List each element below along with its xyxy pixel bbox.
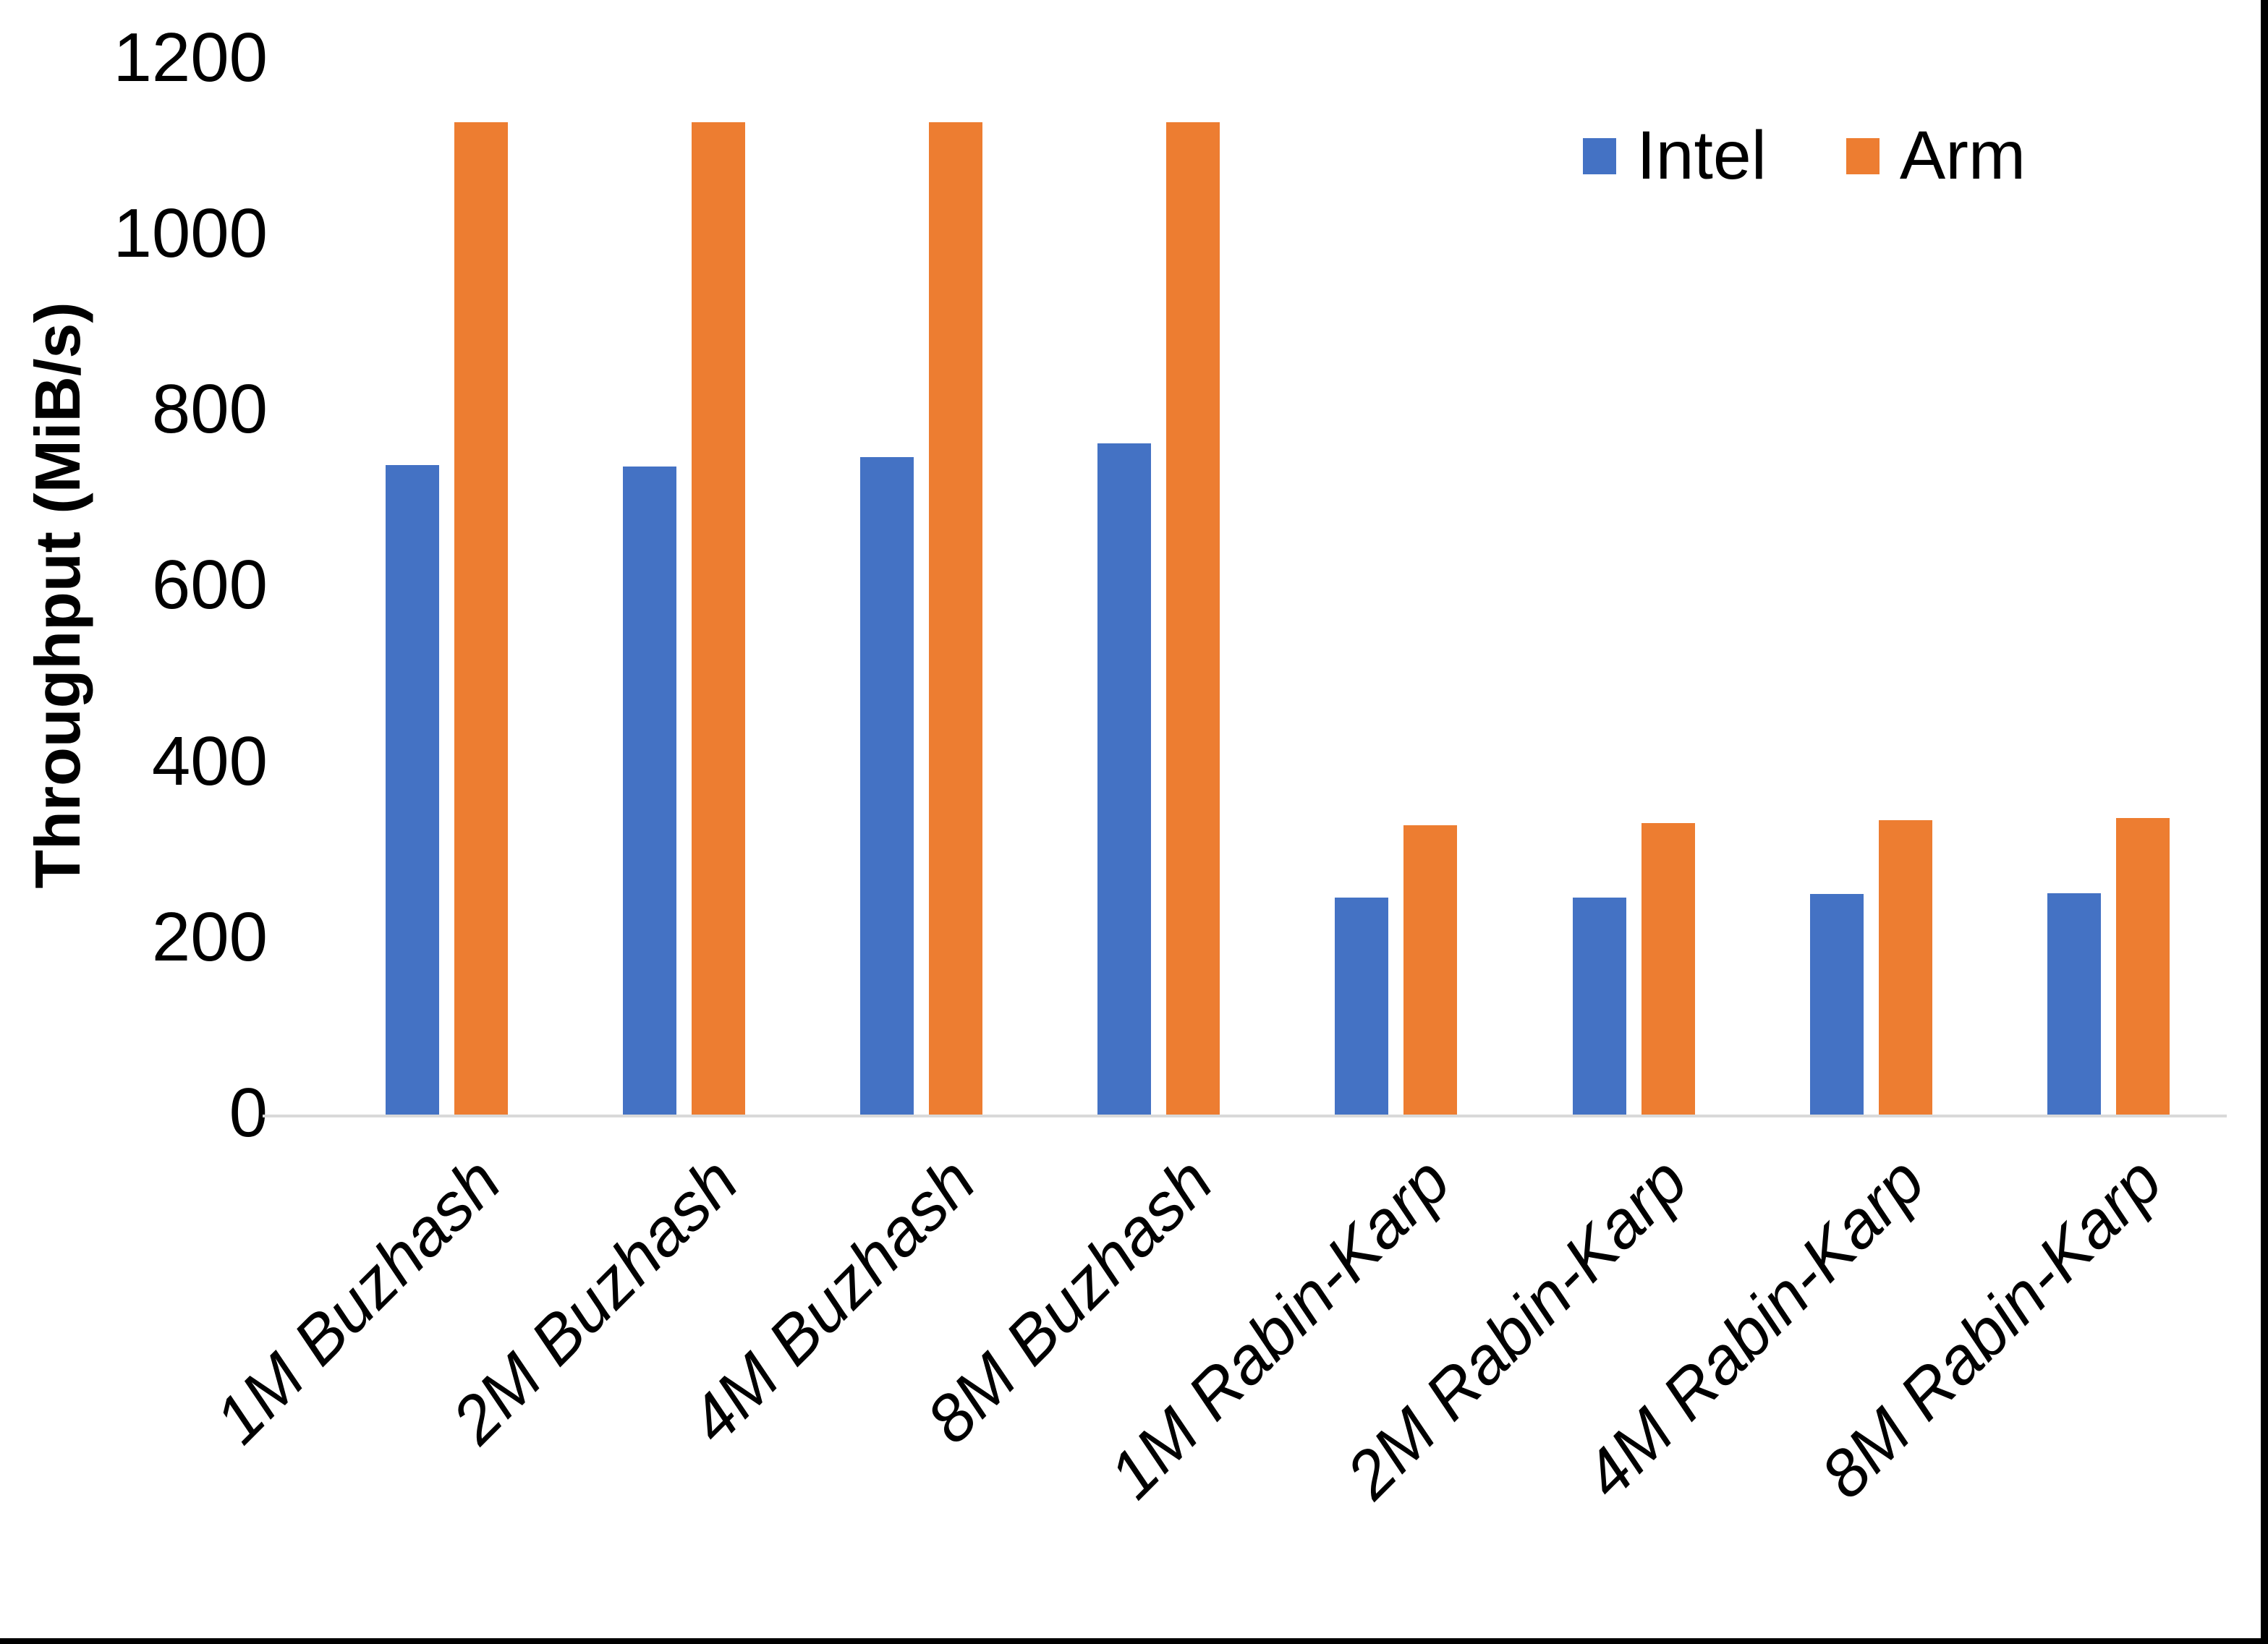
legend-item-intel: Intel: [1583, 122, 1767, 190]
x-axis-line: [263, 1115, 2227, 1117]
legend: Intel Arm: [1583, 122, 2026, 190]
y-tick-label-800: 800: [151, 370, 268, 448]
bar-arm-1m-rabin-karp: [1403, 825, 1458, 1115]
bar-intel-4m-rabin-karp: [1809, 893, 1864, 1115]
legend-swatch-intel: [1583, 137, 1617, 174]
legend-item-arm: Arm: [1846, 122, 2026, 190]
bar-arm-4m-buzhash: [929, 122, 983, 1115]
legend-swatch-arm: [1846, 137, 1880, 174]
y-tick-label-600: 600: [151, 546, 268, 624]
bar-arm-2m-buzhash: [692, 122, 746, 1115]
bar-arm-1m-buzhash: [454, 122, 508, 1115]
bar-intel-1m-buzhash: [386, 465, 439, 1115]
bar-intel-2m-rabin-karp: [1572, 897, 1626, 1115]
bar-arm-8m-buzhash: [1166, 122, 1220, 1115]
bar-arm-8m-rabin-karp: [2115, 818, 2170, 1115]
bar-intel-4m-buzhash: [860, 457, 914, 1115]
y-tick-label-1000: 1000: [113, 194, 268, 272]
legend-label-intel: Intel: [1636, 117, 1767, 194]
x-category-label-1m-buzhash: 1M Buzhash: [200, 1143, 515, 1458]
y-tick-label-200: 200: [151, 898, 268, 976]
bar-intel-2m-buzhash: [623, 466, 677, 1115]
bar-intel-8m-buzhash: [1097, 443, 1152, 1115]
y-tick-label-0: 0: [229, 1074, 268, 1151]
bar-intel-1m-rabin-karp: [1335, 897, 1389, 1115]
y-tick-label-400: 400: [151, 722, 268, 800]
bar-arm-2m-rabin-karp: [1641, 823, 1695, 1115]
bottom-edge-border: [0, 1638, 2268, 1644]
right-edge-border: [2261, 0, 2268, 1644]
y-tick-label-1200: 1200: [113, 18, 268, 96]
bar-arm-4m-rabin-karp: [1878, 819, 1932, 1115]
bar-intel-8m-rabin-karp: [2047, 893, 2101, 1115]
legend-label-arm: Arm: [1899, 117, 2026, 194]
